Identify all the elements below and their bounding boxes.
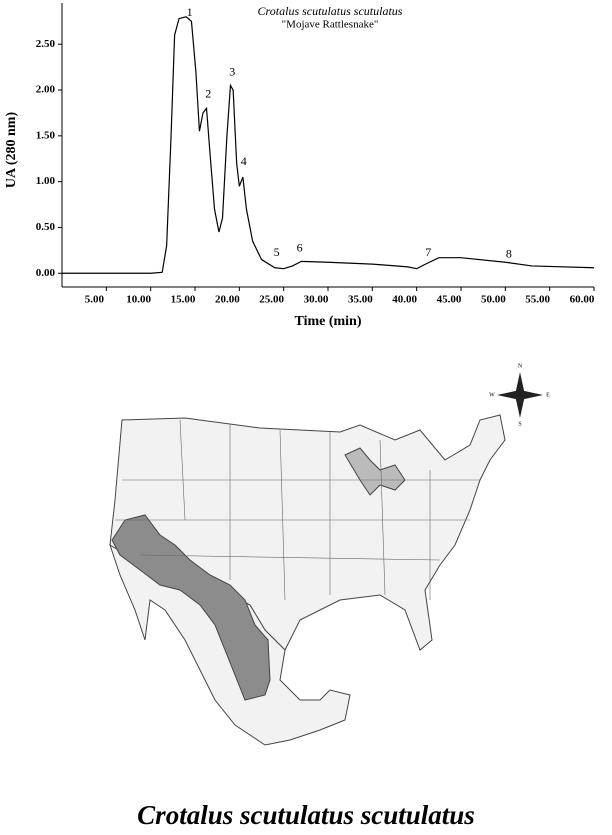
- compass-label: E: [546, 392, 550, 398]
- x-axis-label: Time (min): [294, 314, 361, 329]
- peak-label: 7: [425, 245, 431, 259]
- chromatogram-line: [62, 16, 595, 274]
- compass-label: W: [489, 392, 495, 398]
- peak-label: 2: [205, 86, 211, 100]
- y-tick-label: 0.50: [36, 221, 56, 233]
- x-tick-label: 5.00: [85, 294, 105, 306]
- species-range: [111, 514, 271, 701]
- x-tick-label: 60.00: [570, 294, 595, 306]
- x-tick-label: 35.00: [348, 294, 373, 306]
- y-tick-label: 0.00: [36, 267, 56, 279]
- x-tick-label: 45.00: [437, 294, 462, 306]
- peak-label: 8: [506, 247, 512, 261]
- peak-label: 1: [187, 5, 193, 19]
- x-tick-label: 50.00: [481, 294, 506, 306]
- peak-label: 4: [241, 154, 247, 168]
- y-tick-label: 1.00: [36, 175, 56, 187]
- map: [109, 414, 506, 746]
- compass: N E S W: [489, 363, 550, 427]
- x-tick-label: 40.00: [392, 294, 417, 306]
- x-tick-label: 30.00: [304, 294, 329, 306]
- y-tick-label: 2.00: [36, 84, 56, 96]
- chart-subtitle: "Mojave Rattlesnake": [282, 19, 379, 31]
- compass-label: N: [518, 363, 523, 369]
- compass-label: S: [518, 421, 521, 427]
- caption: Crotalus scutulatus scutulatus: [137, 800, 475, 830]
- compass-rose: [497, 372, 543, 418]
- chart-title: Crotalus scutulatus scutulatus: [258, 4, 403, 18]
- y-tick-label: 2.50: [36, 38, 56, 50]
- x-tick-label: 55.00: [525, 294, 550, 306]
- peak-label: 6: [297, 240, 303, 254]
- x-tick-label: 15.00: [171, 294, 196, 306]
- x-tick-label: 10.00: [126, 294, 151, 306]
- x-tick-label: 20.00: [215, 294, 240, 306]
- y-axis-label: UA (280 nm): [4, 112, 19, 189]
- peak-label: 3: [229, 64, 235, 78]
- y-tick-label: 1.50: [36, 129, 56, 141]
- peak-label: 5: [274, 245, 280, 259]
- x-tick-label: 25.00: [259, 294, 284, 306]
- state-lines: [115, 419, 480, 601]
